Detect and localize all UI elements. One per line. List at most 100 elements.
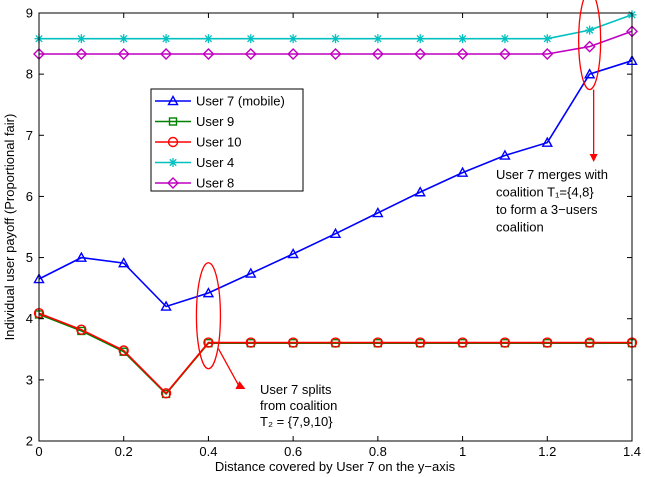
- data-point: [160, 388, 172, 399]
- annotation-line: T₂ = {7,9,10}: [260, 414, 333, 429]
- annotation-text: User 7 merges with coalition T₁={4,8} to f…: [496, 167, 608, 235]
- highlight-ellipse: [195, 262, 222, 370]
- annotation-arrow: [217, 348, 239, 386]
- y-tick-label: 7: [26, 128, 33, 143]
- data-point: [118, 257, 130, 268]
- legend-label: User 7 (mobile): [196, 94, 285, 109]
- data-point: [585, 25, 595, 35]
- data-point: [202, 47, 215, 60]
- data-point: [76, 34, 86, 44]
- y-tick-label: 3: [26, 372, 33, 387]
- data-point: [542, 34, 552, 44]
- data-point: [372, 206, 384, 218]
- legend-label: User 10: [196, 135, 242, 150]
- annotation-text: User 7 splits from coalition T₂ = {7,9,10}: [260, 382, 337, 429]
- data-point: [456, 47, 469, 60]
- data-point: [584, 337, 595, 348]
- axis-ticks: 0 0.2 0.4 0.6 0.8 1 1.2 1.4 2 3 4 5 6 7 8 9: [26, 6, 641, 460]
- data-point: [160, 300, 172, 311]
- series-user-4: [34, 10, 637, 44]
- data-point: [583, 40, 596, 53]
- y-tick-label: 8: [26, 67, 33, 82]
- annotations: User 7 merges with coalition T₁={4,8} to f…: [195, 0, 608, 429]
- series-layer: [33, 10, 638, 399]
- data-point: [160, 47, 173, 60]
- data-point: [583, 68, 596, 79]
- data-point: [202, 287, 215, 298]
- data-point: [245, 337, 256, 348]
- annotation-line: from coalition: [260, 398, 337, 413]
- y-tick-label: 2: [26, 434, 33, 449]
- x-tick-label: 1.4: [623, 444, 641, 459]
- data-point: [117, 47, 130, 60]
- data-point: [542, 337, 553, 348]
- axes-frame: [38, 12, 633, 442]
- data-point: [372, 337, 384, 348]
- data-point: [415, 34, 425, 44]
- data-point: [500, 34, 510, 44]
- data-point: [415, 337, 426, 348]
- legend-entry: User 9: [155, 114, 234, 129]
- legend-marker: [168, 158, 178, 167]
- legend-marker: [167, 136, 179, 148]
- data-point: [371, 47, 384, 60]
- data-point: [244, 47, 257, 60]
- data-point: [246, 34, 256, 44]
- y-tick-label: 5: [26, 250, 33, 265]
- series-user-7-mobile: [33, 54, 638, 311]
- legend-marker: [168, 117, 178, 126]
- legend-label: User 4: [196, 155, 234, 170]
- legend-entry: User 4: [155, 155, 234, 170]
- series-line: [38, 312, 632, 395]
- legend-marker: [167, 177, 179, 189]
- x-tick-label: 0: [35, 444, 42, 459]
- legend: User 7 (mobile) User 9 User 10 User 4 User 8: [150, 88, 304, 192]
- annotation-line: User 7 splits: [260, 382, 332, 397]
- data-point: [75, 47, 88, 60]
- x-axis-label: Distance covered by User 7 on the y−axis: [215, 459, 456, 474]
- legend-marker: [167, 95, 179, 106]
- data-point: [245, 267, 257, 278]
- legend-label: User 8: [196, 176, 234, 191]
- data-point: [329, 47, 342, 60]
- annotation-line: User 7 merges with: [496, 167, 608, 182]
- legend-label: User 9: [196, 114, 234, 129]
- data-point: [287, 247, 299, 259]
- data-point: [456, 166, 469, 177]
- data-point: [161, 34, 171, 44]
- x-tick-label: 1: [459, 444, 466, 459]
- annotation-line: coalition: [496, 220, 544, 235]
- annotation-line: coalition T₁={4,8}: [496, 185, 594, 200]
- data-point: [288, 34, 298, 44]
- y-tick-label: 6: [26, 189, 33, 204]
- data-point: [119, 34, 129, 44]
- highlight-ellipse: [577, 0, 602, 91]
- series-line: [39, 30, 633, 55]
- y-tick-label: 9: [26, 6, 33, 21]
- legend-entry: User 8: [155, 176, 234, 191]
- data-point: [118, 345, 129, 356]
- series-line: [38, 59, 633, 308]
- data-point: [203, 34, 213, 44]
- data-point: [75, 251, 88, 262]
- data-point: [330, 337, 341, 348]
- data-point: [373, 34, 383, 44]
- x-tick-label: 0.2: [115, 444, 133, 459]
- annotation-line: to form a 3−users: [496, 202, 598, 217]
- legend-box: [150, 88, 304, 192]
- x-tick-label: 0.4: [199, 444, 217, 459]
- data-point: [76, 324, 87, 335]
- data-point: [414, 186, 426, 197]
- y-axis-label: Individual user payoff (Proportional fai…: [2, 114, 17, 341]
- x-tick-label: 0.8: [369, 444, 387, 459]
- legend-entry: User 7 (mobile): [155, 94, 285, 109]
- legend-entry: User 10: [155, 135, 242, 150]
- data-point: [457, 337, 468, 348]
- x-tick-label: 0.6: [284, 444, 302, 459]
- arrow-head: [589, 154, 598, 162]
- data-point: [331, 34, 340, 44]
- data-point: [203, 337, 214, 348]
- y-tick-label: 4: [26, 311, 33, 326]
- data-point: [414, 47, 427, 60]
